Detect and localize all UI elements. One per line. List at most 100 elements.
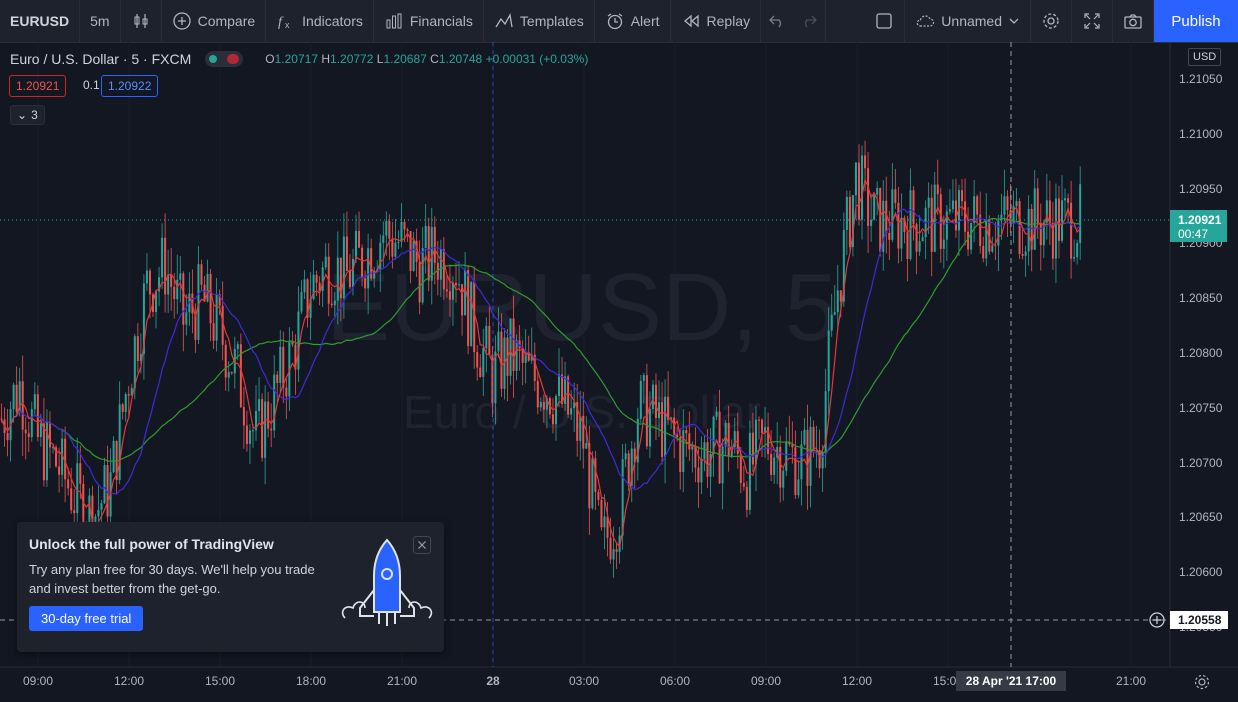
snapshot-button[interactable] [1113,0,1154,42]
candle-body [6,432,9,441]
chart-type-button[interactable] [121,0,162,42]
price-axis-label: 1.20750 [1179,400,1223,415]
candle-body [121,404,124,412]
interval-button[interactable]: 5m [80,0,121,42]
candle-body [527,352,530,361]
layout-name-button[interactable]: Unnamed [905,0,1031,42]
publish-button[interactable]: Publish [1154,0,1238,42]
candle-body [721,446,724,484]
candle-body [661,402,664,457]
candle-body [609,537,612,560]
candle-body [954,200,957,231]
candles-icon [131,11,151,31]
candle-body [648,409,651,447]
candle-body [215,294,218,341]
indicators-collapse-button[interactable]: ⌄ 3 [10,105,45,125]
candle-body [445,289,448,292]
candle-body [739,453,742,483]
candle-body [403,221,406,230]
rocket-icon [341,538,433,626]
candle-body [785,441,788,471]
time-axis-label: 12:00 [841,674,873,688]
candle-body [424,225,427,249]
candle-body [767,426,770,455]
candle-body [97,509,100,517]
candle-body [118,404,121,481]
candle-body [621,459,624,536]
candle-body [309,298,312,318]
candle-body [951,200,954,210]
candle-body [794,447,797,496]
undo-button[interactable] [761,0,793,42]
candle-body [961,190,964,202]
candle-body [267,401,270,429]
watermark-symbol: EURUSD, 5 [326,254,838,361]
sell-button[interactable]: 1.20921 [9,75,67,97]
time-axis-label: 15:00 [204,674,236,688]
currency-label[interactable]: USD [1188,48,1222,66]
candle-body [161,237,164,278]
candle-body [530,354,533,361]
candle-body [218,294,221,306]
add-alert-plus-icon[interactable] [1148,611,1166,629]
replay-button[interactable]: Replay [671,0,762,42]
select-layout-button[interactable] [864,0,906,42]
candle-body [997,220,1000,246]
templates-button[interactable]: Templates [484,0,595,42]
candle-body [624,453,627,460]
templates-icon [494,11,514,31]
axis-settings-icon[interactable] [1193,673,1211,691]
candle-body [545,398,548,410]
replay-icon [681,11,701,31]
candle-body [839,290,842,302]
candle-body [733,431,736,448]
high-value: 1.20772 [330,52,374,66]
candle-body [48,422,51,448]
fullscreen-button[interactable] [1072,0,1113,42]
market-status-toggle[interactable] [205,51,244,67]
candle-body [691,446,694,450]
candle-body [824,391,827,453]
candle-body [279,346,282,383]
candle-body [303,279,306,293]
symbol-search-button[interactable]: EURUSD [0,0,81,42]
candle-body [170,274,173,287]
financials-button[interactable]: Financials [374,0,484,42]
candle-body [745,486,748,510]
financials-label: Financials [409,13,473,29]
candle-body [658,402,661,419]
time-axis-label: 09:00 [750,674,782,688]
candle-body [33,394,36,410]
indicators-count: 3 [31,108,38,122]
candle-body [67,479,70,489]
redo-button[interactable] [793,0,827,42]
time-axis-label: 03:00 [568,674,600,688]
candle-body [342,236,345,299]
candle-body [330,303,333,306]
buy-button[interactable]: 1.20922 [101,75,159,97]
free-trial-button[interactable]: 30-day free trial [29,606,144,631]
close-icon[interactable] [413,536,431,554]
candle-body [1006,196,1009,210]
candle-body [270,428,273,431]
candle-body [1079,184,1082,243]
candle-body [918,241,921,252]
candle-body [321,267,324,291]
candle-body [742,482,745,487]
candle-body [915,224,918,252]
candle-body [27,433,30,438]
settings-button[interactable] [1031,0,1072,42]
svg-text:x: x [285,20,290,30]
candle-body [948,209,951,212]
alert-button[interactable]: Alert [595,0,671,42]
candle-body [518,340,521,349]
candle-body [751,432,754,465]
candle-body [145,270,148,284]
candle-body [703,442,706,460]
candle-body [857,162,860,220]
time-axis-label: 15:00 [932,674,964,688]
compare-button[interactable]: Compare [162,0,267,42]
candle-body [412,240,415,271]
